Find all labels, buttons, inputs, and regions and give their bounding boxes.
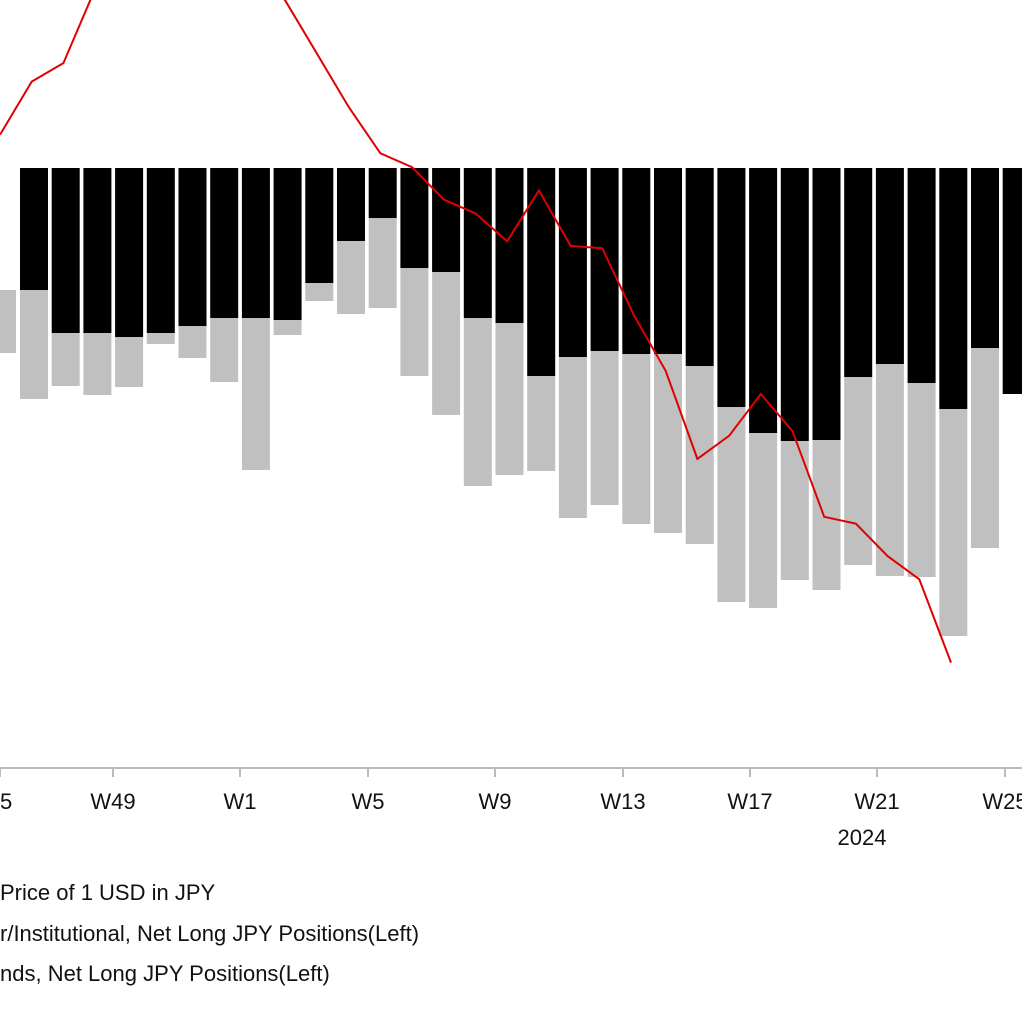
asset-manager-bar — [844, 377, 873, 565]
asset-manager-bar — [463, 318, 492, 486]
asset-manager-bar — [305, 283, 334, 301]
asset-manager-bar — [939, 409, 968, 636]
leveraged-funds-bar — [749, 168, 778, 433]
asset-manager-bar — [210, 318, 239, 382]
asset-manager-bar — [432, 272, 461, 415]
year-label: 2024 — [838, 825, 887, 850]
asset-manager-bar — [654, 354, 682, 533]
leveraged-funds-bar — [875, 168, 904, 364]
asset-manager-bar — [400, 268, 429, 376]
asset-manager-bar — [749, 433, 778, 608]
asset-manager-bar — [558, 357, 587, 518]
asset-manager-bar — [51, 333, 80, 386]
leveraged-funds-bar — [907, 168, 936, 383]
x-tick-label: W1 — [224, 789, 257, 814]
x-tick-label: W49 — [90, 789, 135, 814]
leveraged-funds-bar — [241, 168, 270, 318]
x-tick-label: W17 — [727, 789, 772, 814]
legend: Price of 1 USD in JPY r/Institutional, N… — [0, 880, 419, 986]
asset-manager-bar — [685, 366, 714, 544]
price-line — [0, 0, 952, 663]
leveraged-funds-bar — [210, 168, 239, 318]
leveraged-funds-bar — [273, 168, 302, 320]
asset-manager-bar — [590, 351, 619, 505]
asset-manager-bar — [527, 376, 556, 471]
leveraged-funds-bars — [20, 168, 1022, 441]
leveraged-funds-bar — [400, 168, 429, 268]
leveraged-funds-bar — [558, 168, 587, 357]
asset-manager-bar — [83, 333, 112, 395]
legend-entry-price: Price of 1 USD in JPY — [0, 880, 216, 905]
leveraged-funds-bar — [432, 168, 461, 272]
x-tick-label: W5 — [352, 789, 385, 814]
leveraged-funds-bar — [337, 168, 365, 241]
x-tick-label: W21 — [854, 789, 899, 814]
leveraged-funds-bar — [590, 168, 619, 351]
legend-entry-leveraged-funds: nds, Net Long JPY Positions(Left) — [0, 961, 330, 986]
leveraged-funds-bar — [368, 168, 397, 218]
asset-manager-bar — [812, 440, 841, 590]
asset-manager-bar — [622, 354, 651, 524]
asset-manager-bar — [368, 218, 397, 308]
leveraged-funds-bar — [305, 168, 334, 283]
leveraged-funds-bar — [495, 168, 524, 323]
x-tick-label: W13 — [600, 789, 645, 814]
leveraged-funds-bar — [527, 168, 556, 376]
leveraged-funds-bar — [622, 168, 651, 354]
leveraged-funds-bar — [812, 168, 841, 440]
leveraged-funds-bar — [939, 168, 968, 409]
x-tick-label: 5 — [0, 789, 12, 814]
leveraged-funds-bar — [971, 168, 999, 348]
asset-manager-bar — [146, 333, 175, 344]
x-axis-ticks: 5 W49 W1 W5 W9 W13 W17 W21 W25 — [0, 768, 1022, 814]
asset-manager-bar — [971, 348, 999, 548]
x-tick-label: W9 — [479, 789, 512, 814]
leveraged-funds-bar — [115, 168, 144, 337]
legend-entry-asset-manager: r/Institutional, Net Long JPY Positions(… — [0, 921, 419, 946]
asset-manager-bar — [241, 318, 270, 470]
asset-manager-bar — [178, 326, 207, 358]
leveraged-funds-bar — [146, 168, 175, 333]
leveraged-funds-bar — [717, 168, 746, 407]
leveraged-funds-bar — [178, 168, 207, 326]
asset-manager-bar — [115, 337, 144, 387]
asset-manager-bar — [20, 290, 48, 399]
asset-manager-bar — [717, 407, 746, 602]
asset-manager-bar — [907, 383, 936, 577]
asset-manager-bar — [495, 323, 524, 475]
leveraged-funds-bar — [463, 168, 492, 318]
leveraged-funds-bar — [83, 168, 112, 333]
asset-manager-bar — [337, 241, 365, 314]
leveraged-funds-bar — [1002, 168, 1022, 394]
asset-manager-bar — [0, 290, 16, 353]
asset-manager-bars — [0, 218, 999, 636]
leveraged-funds-bar — [20, 168, 48, 290]
x-tick-label: W25 — [982, 789, 1022, 814]
asset-manager-bar — [875, 364, 904, 576]
leveraged-funds-bar — [51, 168, 80, 333]
leveraged-funds-bar — [844, 168, 873, 377]
leveraged-funds-bar — [654, 168, 682, 354]
leveraged-funds-bar — [685, 168, 714, 366]
asset-manager-bar — [273, 320, 302, 335]
leveraged-funds-bar — [780, 168, 809, 441]
